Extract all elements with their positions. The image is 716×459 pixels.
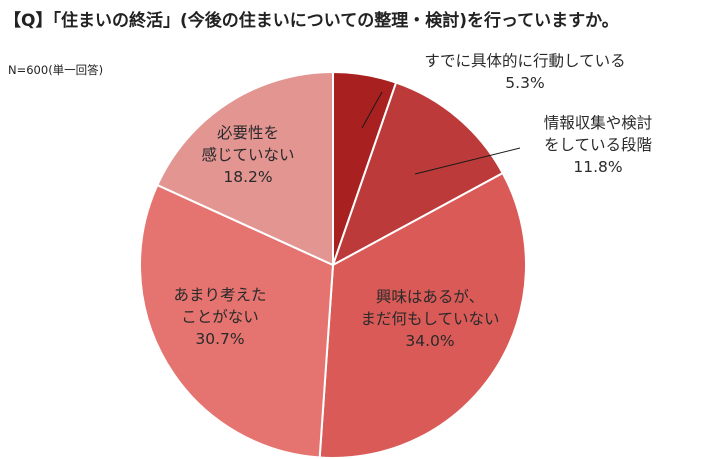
- slice-labels: すでに具体的に行動している 5.3% 情報収集や検討をしている段階 11.8% 興味はあ…: [173, 52, 652, 350]
- slice-value-3: 34.0%: [405, 332, 454, 350]
- slice-value-2: 11.8%: [573, 158, 622, 176]
- slice-value-5: 18.2%: [223, 168, 272, 186]
- slice-label-line-3: まだ何もしていない: [360, 310, 499, 328]
- sample-size-note: N=600(単一回答): [8, 63, 104, 77]
- slice-label-5: 必要性を感じていない 18.2%: [201, 124, 294, 186]
- slice-label-2: 情報収集や検討をしている段階 11.8%: [544, 114, 653, 176]
- slice-label-3: 興味はあるが、まだ何もしていない 34.0%: [360, 288, 499, 350]
- slice-value-1: 5.3%: [505, 74, 544, 92]
- pie-slice-3: [318, 171, 527, 459]
- slice-label-line-5: 感じていない: [201, 146, 294, 164]
- pie-slices: [139, 70, 527, 459]
- slice-label-line-1: すでに具体的に行動している: [424, 52, 625, 70]
- slice-label-4: あまり考えたことがない 30.7%: [173, 286, 266, 348]
- slice-label-line-3: 興味はあるが、: [376, 288, 484, 306]
- leader-lines: [361, 91, 521, 175]
- slice-label-1: すでに具体的に行動している 5.3%: [424, 52, 625, 92]
- slice-label-line-2: 情報収集や検討: [544, 114, 653, 132]
- slice-label-line-2: をしている段階: [544, 136, 652, 154]
- chart-title: 【Q】「住まいの終活」(今後の住まいについての整理・検討)を行っていますか。: [4, 11, 619, 31]
- slice-label-line-5: 必要性を: [217, 124, 279, 142]
- leader-line-2: [414, 147, 521, 175]
- slice-label-line-4: ことがない: [181, 308, 259, 326]
- slice-label-line-4: あまり考えた: [173, 286, 266, 304]
- leader-line-1: [361, 91, 383, 129]
- slice-value-4: 30.7%: [195, 330, 244, 348]
- pie-slice-4: [139, 183, 335, 459]
- pie-slice-5: [156, 70, 334, 267]
